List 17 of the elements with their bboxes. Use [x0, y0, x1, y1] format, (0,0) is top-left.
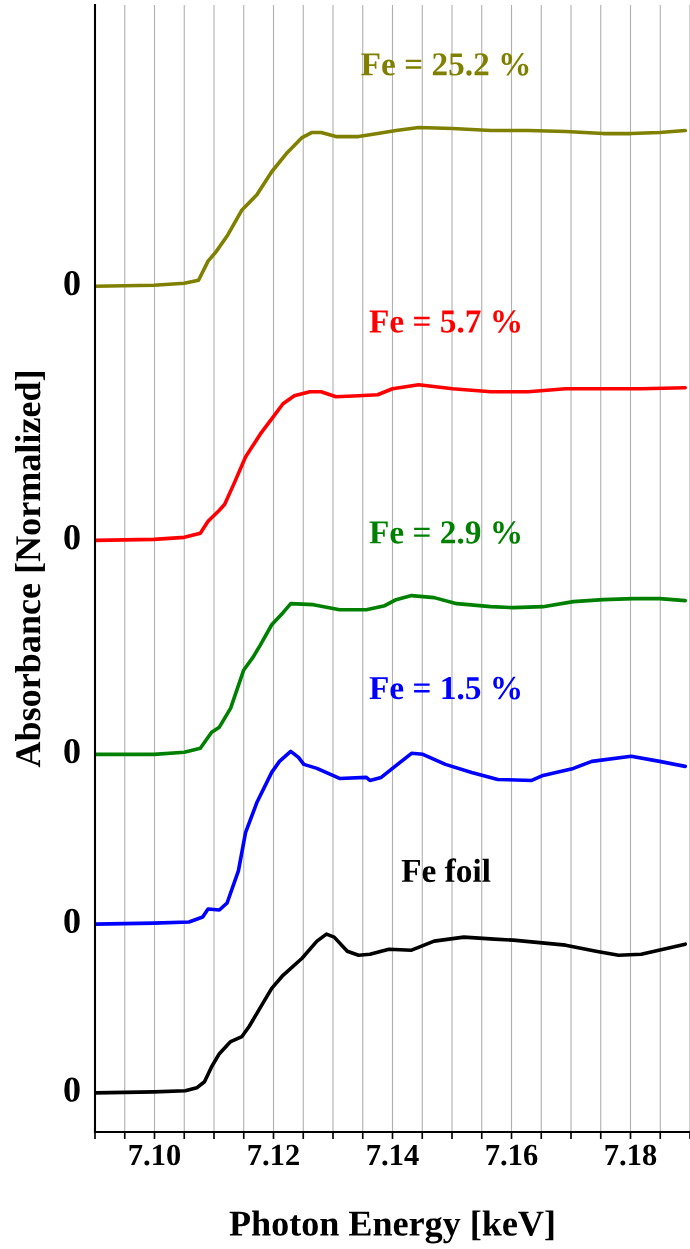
- x-tick-label: 7.14: [367, 1144, 419, 1166]
- y-axis-title: Absorbance [Normalized]: [15, 372, 45, 768]
- x-tick-label: 7.10: [129, 1144, 181, 1166]
- series-label: Fe foil: [401, 858, 491, 883]
- text: 0: [64, 270, 80, 296]
- x-tick-label: 7.18: [605, 1144, 657, 1166]
- x-tick-label: 7.16: [486, 1144, 538, 1166]
- x-axis-title: Photon Energy [keV]: [229, 1210, 554, 1244]
- series-label: Fe = 25.2 %: [361, 53, 529, 76]
- series-label: Fe = 5.7 %: [369, 310, 520, 333]
- text: 0: [64, 908, 80, 934]
- x-tick-label: 7.12: [248, 1144, 299, 1166]
- text: 0: [64, 525, 80, 550]
- series-label: Fe = 2.9 %: [369, 521, 520, 544]
- text: 0: [64, 1077, 80, 1102]
- text: 0: [64, 738, 80, 764]
- text: Fe = 1.5 %: [369, 676, 520, 700]
